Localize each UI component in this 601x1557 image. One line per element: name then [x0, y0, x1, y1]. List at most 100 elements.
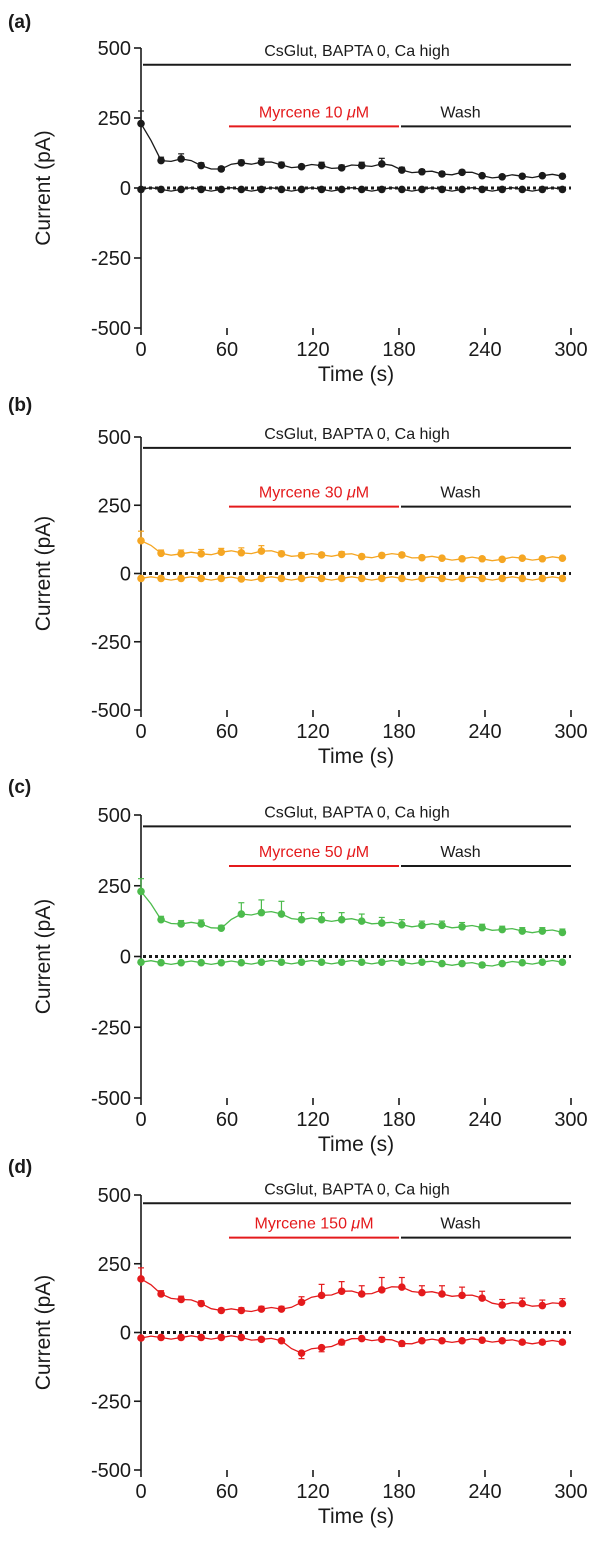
- data-point: [458, 922, 466, 931]
- data-point: [398, 166, 406, 174]
- data-point: [418, 1336, 426, 1345]
- condition-label: CsGlut, BAPTA 0, Ca high: [264, 1181, 450, 1198]
- condition-label: Myrcene 30 μM: [259, 485, 369, 502]
- condition-label: Wash: [440, 1216, 480, 1233]
- x-tick-label: 300: [554, 721, 587, 743]
- data-point: [558, 958, 567, 966]
- data-point: [458, 1336, 466, 1345]
- y-tick-label: -250: [91, 248, 131, 270]
- data-point: [538, 958, 547, 966]
- y-tick-label: 0: [120, 947, 131, 969]
- series-line: [140, 1335, 563, 1354]
- data-point: [137, 1275, 145, 1283]
- data-point: [518, 574, 527, 583]
- x-tick-label: 120: [296, 1109, 329, 1131]
- condition-label: Myrcene 50 μM: [259, 844, 369, 861]
- data-point: [438, 1336, 446, 1345]
- data-point: [297, 162, 306, 171]
- series-line: [140, 576, 563, 581]
- data-point: [458, 1291, 466, 1300]
- data-point: [357, 574, 366, 583]
- series-line: [140, 1278, 563, 1313]
- data-point: [297, 551, 306, 560]
- data-point: [378, 1286, 386, 1294]
- data-point: [157, 958, 165, 967]
- x-tick-label: 180: [382, 1109, 415, 1131]
- data-point: [558, 1338, 567, 1346]
- data-point: [357, 552, 366, 561]
- data-point: [538, 1338, 547, 1346]
- condition-label: Wash: [440, 485, 480, 502]
- y-tick-label: 0: [120, 1323, 131, 1345]
- data-point: [337, 185, 346, 194]
- data-point: [197, 161, 205, 170]
- data-point: [337, 574, 346, 583]
- data-point: [177, 1333, 185, 1342]
- data-point: [177, 1295, 185, 1304]
- data-point: [458, 959, 466, 968]
- data-point: [357, 161, 366, 170]
- x-tick-label: 180: [382, 721, 415, 743]
- data-point: [498, 185, 507, 194]
- data-point: [418, 921, 426, 930]
- data-point: [498, 173, 507, 181]
- data-point: [317, 915, 326, 924]
- panel-label: (a): [8, 12, 31, 33]
- x-tick-label: 300: [554, 1109, 587, 1131]
- y-tick-label: 250: [98, 108, 131, 130]
- data-point: [277, 161, 286, 169]
- data-point: [137, 119, 145, 128]
- data-point: [398, 1283, 406, 1291]
- data-point: [418, 553, 426, 562]
- data-point: [538, 574, 547, 583]
- data-point: [157, 915, 165, 924]
- data-point: [177, 920, 185, 928]
- data-point: [317, 574, 326, 583]
- data-point: [398, 574, 406, 583]
- data-point: [317, 551, 326, 559]
- series-line: [140, 959, 563, 967]
- data-point: [458, 554, 466, 563]
- data-point: [277, 185, 286, 194]
- x-tick-label: 0: [135, 339, 146, 361]
- data-point: [257, 185, 266, 194]
- data-point: [317, 1343, 326, 1352]
- data-point: [558, 554, 567, 563]
- y-tick-label: -250: [91, 632, 131, 654]
- data-point: [217, 165, 226, 173]
- data-point: [418, 185, 426, 194]
- panel-label: (c): [8, 777, 31, 798]
- data-point: [478, 554, 486, 563]
- data-point: [237, 958, 246, 967]
- data-point: [378, 185, 386, 194]
- data-point: [217, 958, 226, 967]
- series-line: [140, 540, 563, 562]
- data-point: [137, 536, 145, 545]
- x-tick-label: 300: [554, 339, 587, 361]
- x-tick-label: 60: [216, 1481, 238, 1503]
- data-point: [137, 574, 145, 583]
- y-tick-label: 250: [98, 495, 131, 517]
- x-tick-label: 0: [135, 1109, 146, 1131]
- data-point: [398, 185, 406, 194]
- condition-label: Myrcene 150 μM: [254, 1216, 373, 1233]
- data-point: [217, 1333, 226, 1342]
- data-point: [297, 1349, 306, 1357]
- series-line: [140, 890, 563, 934]
- data-point: [197, 920, 205, 928]
- x-tick-label: 60: [216, 339, 238, 361]
- data-point: [157, 156, 165, 165]
- data-point: [418, 167, 426, 176]
- condition-label: Wash: [440, 844, 480, 861]
- data-point: [558, 172, 567, 181]
- data-point: [478, 961, 486, 969]
- data-point: [478, 171, 486, 180]
- data-point: [177, 958, 185, 967]
- data-point: [478, 574, 486, 583]
- data-point: [398, 921, 406, 929]
- data-point: [337, 1287, 346, 1296]
- data-point: [257, 574, 266, 583]
- data-point: [357, 1334, 366, 1343]
